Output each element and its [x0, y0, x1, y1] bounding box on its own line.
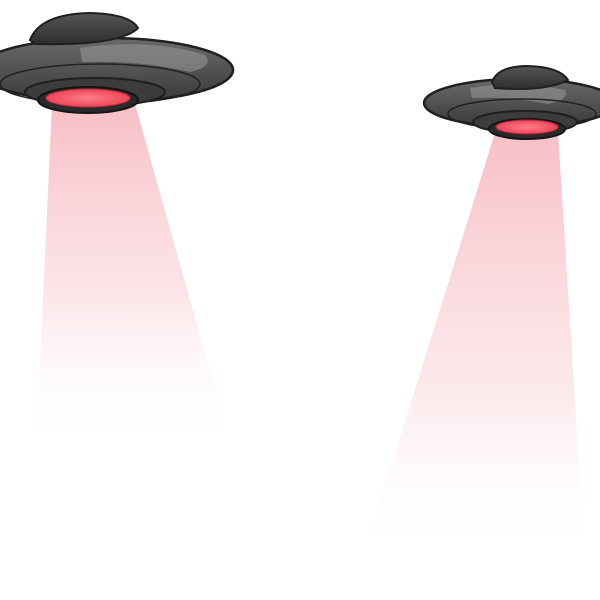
ufo-icon [422, 64, 600, 140]
tractor-beam-left [36, 104, 232, 450]
ufo-icon [0, 11, 235, 114]
tractor-beam-right [362, 133, 585, 560]
ufo-left [0, 11, 235, 450]
ufo-right [362, 64, 600, 560]
